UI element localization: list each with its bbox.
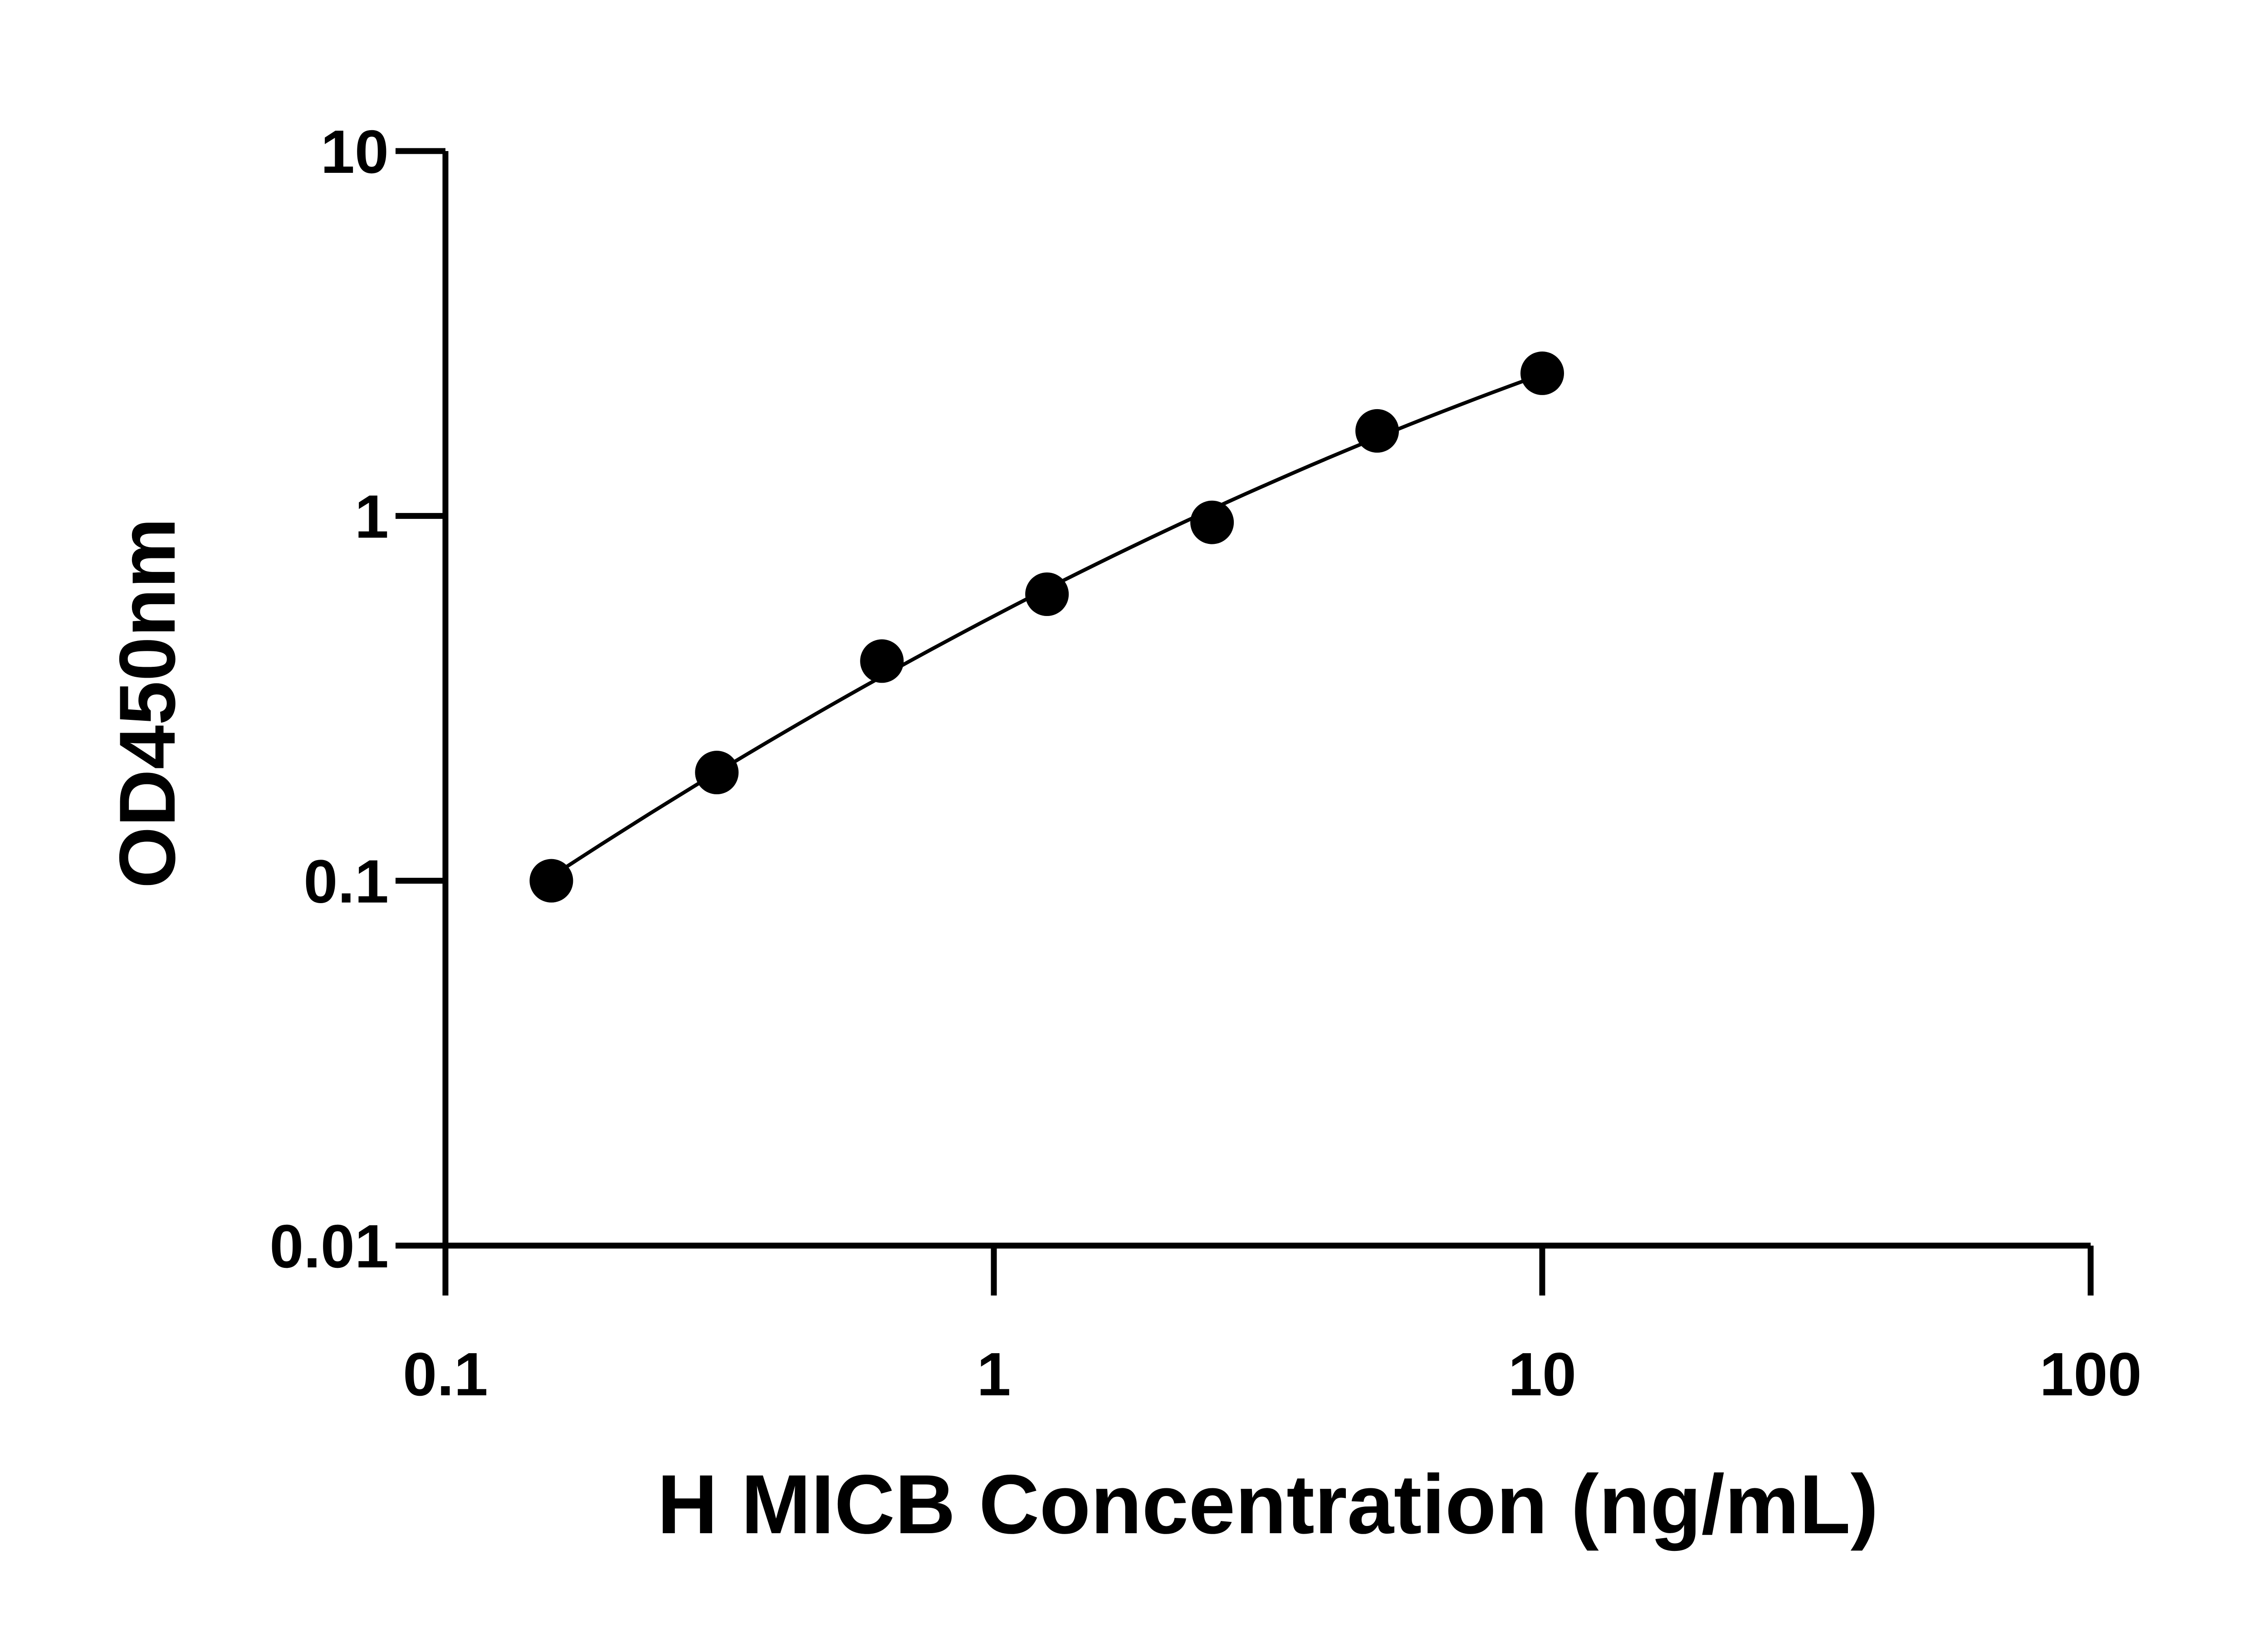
y-tick-label: 10	[321, 117, 389, 186]
data-points	[529, 351, 1564, 903]
x-tick-label: 1	[977, 1340, 1011, 1408]
x-tick-label: 0.1	[403, 1340, 488, 1408]
data-point	[860, 639, 904, 683]
data-point	[529, 859, 573, 903]
x-axis-title: H MICB Concentration (ng/mL)	[657, 1458, 1879, 1551]
data-point	[1025, 572, 1069, 616]
data-point	[1190, 500, 1234, 544]
data-point	[1355, 409, 1399, 453]
x-tick-label: 100	[2039, 1340, 2141, 1408]
data-point	[695, 751, 739, 795]
axes	[442, 151, 2091, 1249]
y-tick-label: 0.01	[269, 1212, 389, 1281]
y-axis-title: OD450nm	[103, 518, 192, 889]
x-tick-label: 10	[1508, 1340, 1576, 1408]
fit-line	[550, 372, 1543, 879]
y-tick-label: 1	[355, 482, 389, 551]
fit-curve	[550, 372, 1543, 879]
y-tick-label: 0.1	[303, 847, 389, 916]
data-point	[1520, 351, 1564, 395]
